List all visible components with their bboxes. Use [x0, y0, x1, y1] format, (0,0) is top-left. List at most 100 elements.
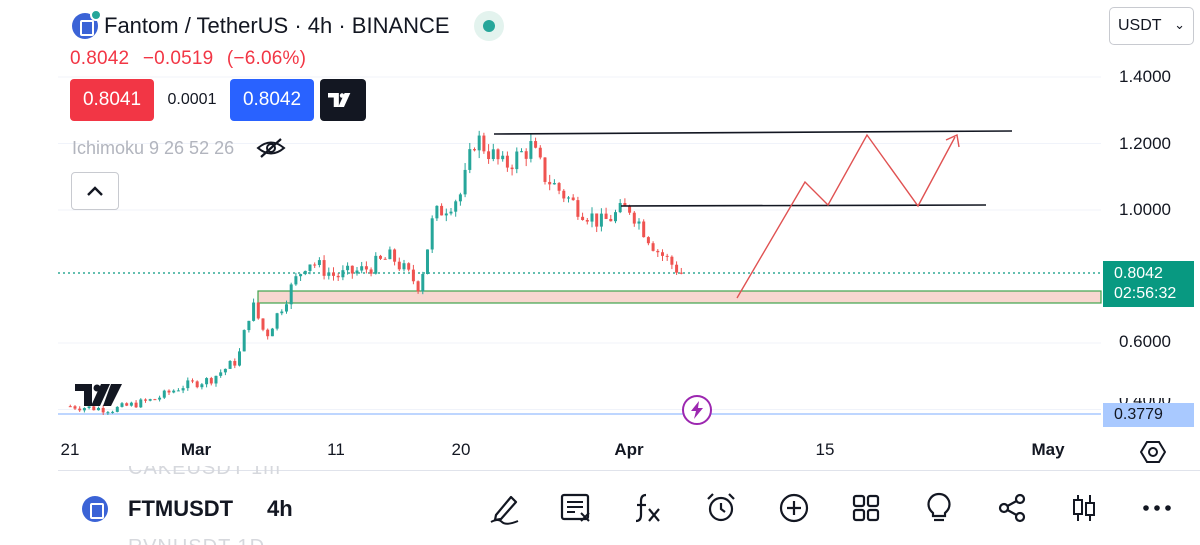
tradingview-logo-icon: [328, 92, 351, 108]
eye-hidden-icon[interactable]: [256, 137, 286, 159]
sell-button[interactable]: 0.8041: [70, 79, 154, 121]
candle: [472, 149, 476, 151]
candle: [139, 399, 143, 408]
candle: [416, 281, 420, 292]
candle: [299, 274, 303, 277]
candle: [364, 266, 368, 270]
drawing-tools-button[interactable]: [487, 490, 523, 526]
chevron-up-icon: [87, 186, 103, 196]
candle: [496, 149, 500, 160]
x-axis-label: 11: [327, 440, 345, 459]
candle: [425, 249, 429, 275]
x-axis-label: 21: [60, 440, 80, 459]
share-button[interactable]: [994, 490, 1030, 526]
price-change-line: 0.8042 −0.0519 (−6.06%): [70, 48, 314, 70]
candle: [477, 135, 481, 151]
candle: [158, 397, 162, 400]
candle: [675, 264, 679, 273]
resistance-line-mid[interactable]: [620, 204, 987, 207]
more-button[interactable]: [1139, 490, 1175, 526]
indicators-button[interactable]: [630, 490, 666, 526]
alarm-icon: [707, 493, 735, 522]
candle: [397, 261, 401, 270]
candle: [214, 375, 218, 384]
candle: [162, 390, 166, 398]
candle: [87, 406, 91, 409]
candle: [82, 408, 86, 411]
indicator-label: Ichimoku 9 26 52 26: [72, 137, 235, 158]
x-axis-label: May: [1031, 440, 1065, 459]
market-status-icon[interactable]: [473, 11, 504, 41]
candle: [585, 220, 589, 222]
more-icon: [1143, 505, 1171, 511]
share-icon: [998, 493, 1026, 523]
symbol-selector[interactable]: FTMUSDT: [128, 496, 234, 521]
candle: [534, 141, 538, 148]
spread-value: 0.0001: [167, 91, 217, 108]
chart-type-button[interactable]: [1066, 490, 1102, 526]
candle: [576, 200, 580, 217]
candle: [548, 181, 552, 185]
pair-logo-icon: [82, 496, 108, 522]
layout-button[interactable]: [848, 490, 884, 526]
candle: [609, 218, 613, 222]
candle: [280, 311, 284, 314]
candle: [92, 406, 96, 411]
tradingview-logo-button[interactable]: [320, 79, 366, 121]
candle: [181, 388, 185, 391]
candle: [341, 270, 345, 278]
chart-settings-icon[interactable]: [1140, 439, 1166, 465]
y-axis-label: 1.0000: [1119, 200, 1171, 219]
candle: [435, 205, 439, 219]
candle: [557, 183, 561, 191]
candle: [317, 260, 321, 266]
candle: [501, 155, 505, 160]
candle: [313, 264, 317, 266]
candle: [458, 194, 462, 202]
y-axis-label: 0.6000: [1119, 332, 1171, 351]
support-zone[interactable]: [257, 290, 1102, 304]
candle: [73, 406, 77, 409]
candle: [106, 412, 110, 414]
candle: [242, 330, 246, 352]
candle: [275, 313, 279, 329]
symbol-title[interactable]: Fantom / TetherUS · 4h · BINANCE: [104, 13, 450, 38]
timeframe-selector[interactable]: 4h: [267, 496, 293, 521]
lightbulb-icon: [927, 492, 951, 522]
candle: [336, 275, 340, 278]
currency-select[interactable]: USDT ⌄: [1109, 7, 1194, 45]
alerts-button[interactable]: [703, 490, 739, 526]
candle: [628, 205, 632, 213]
candle: [176, 390, 180, 392]
candle: [68, 406, 72, 408]
candle: [374, 255, 378, 274]
x-axis-label: Apr: [614, 440, 644, 459]
candle: [402, 263, 406, 270]
alert-lightning-icon[interactable]: [682, 395, 712, 425]
candle: [388, 249, 392, 260]
candle: [190, 380, 194, 382]
resistance-line-top[interactable]: [493, 130, 1013, 135]
candle: [228, 360, 232, 369]
ideas-button[interactable]: [558, 490, 594, 526]
collapse-legend-button[interactable]: [71, 172, 119, 210]
chart-canvas[interactable]: [0, 0, 1200, 470]
candle: [679, 272, 683, 274]
market-open-dot: [482, 20, 495, 32]
candle: [369, 269, 373, 274]
projection-arrowhead: [945, 133, 960, 148]
buy-button[interactable]: 0.8042: [230, 79, 314, 121]
candle: [237, 351, 241, 366]
add-symbol-button[interactable]: [776, 490, 812, 526]
candle: [510, 167, 514, 170]
projection-path[interactable]: [736, 133, 956, 299]
ideas-lightbulb-button[interactable]: [921, 490, 957, 526]
candle: [252, 302, 256, 321]
symbol-title-row[interactable]: Fantom / TetherUS · 4h · BINANCE: [72, 9, 504, 42]
chevron-down-icon: ⌄: [1174, 17, 1185, 32]
candle: [327, 272, 331, 276]
indicator-legend[interactable]: Ichimoku 9 26 52 26: [72, 137, 286, 159]
x-axis-label: 15: [815, 440, 835, 459]
candle: [247, 320, 251, 331]
candle: [360, 266, 364, 271]
